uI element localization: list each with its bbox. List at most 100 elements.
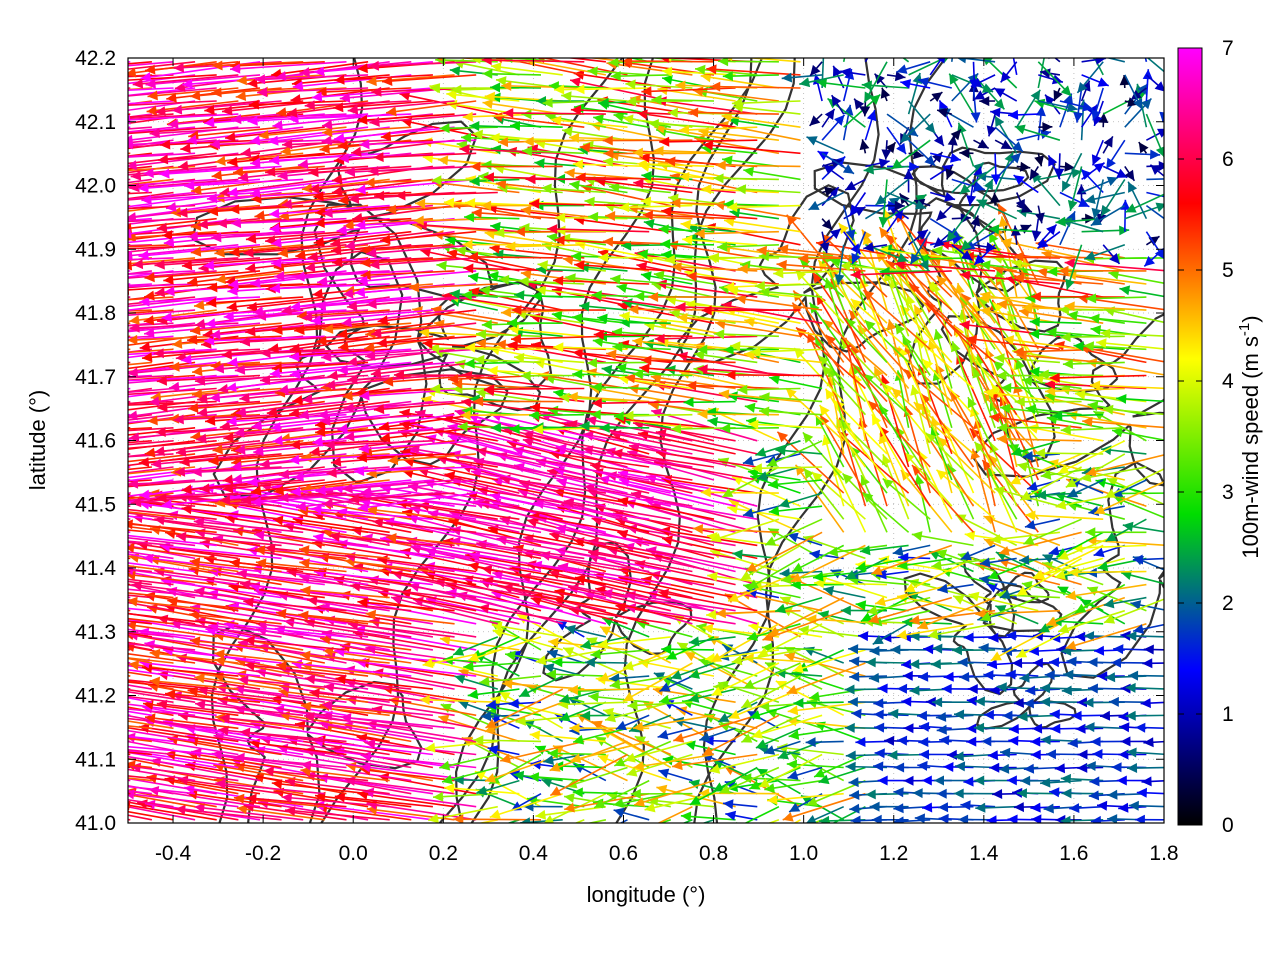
wind-vector-head	[1040, 683, 1051, 694]
wind-vector-shaft	[508, 327, 585, 338]
wind-vector-shaft	[132, 257, 239, 266]
wind-vector-head	[71, 200, 82, 210]
wind-vector-head	[128, 367, 139, 378]
wind-vector-head	[79, 283, 89, 293]
wind-vector-head	[304, 617, 316, 628]
wind-vector-head	[477, 486, 489, 496]
wind-vector-head	[989, 442, 999, 454]
wind-vector-head	[94, 351, 104, 361]
wind-vector-head	[156, 699, 168, 710]
wind-vector-shaft	[725, 308, 801, 324]
wind-vector-head	[740, 570, 752, 581]
wind-vector-shaft	[720, 245, 801, 259]
wind-vector-head	[488, 271, 499, 282]
wind-vector-shaft	[128, 335, 131, 338]
wind-vector-head	[966, 736, 977, 747]
wind-vector-head	[246, 301, 258, 312]
wind-vector-shaft	[128, 557, 131, 560]
wind-vector-shaft	[549, 452, 650, 468]
wind-vector-shaft	[740, 675, 801, 709]
wind-vector-head	[422, 828, 433, 838]
wind-vector-head	[226, 416, 237, 427]
wind-vector-head	[849, 803, 860, 814]
wind-vector-shaft	[996, 437, 1082, 442]
wind-vector-shaft	[199, 541, 304, 560]
wind-vector-shaft	[128, 717, 217, 730]
wind-vector-head	[144, 272, 155, 283]
wind-vector-shaft	[510, 335, 606, 340]
wind-vector-shaft	[1082, 420, 1164, 429]
wind-vector-head	[370, 368, 382, 379]
wind-vector-shaft	[128, 453, 196, 463]
wind-vector-shaft	[454, 361, 520, 377]
wind-vector-head	[254, 545, 266, 556]
wind-vector-head	[886, 319, 897, 331]
wind-vector-shaft	[586, 819, 607, 823]
wind-vector-head	[1066, 656, 1077, 667]
wind-vector-head	[957, 657, 968, 668]
wind-vector-head	[39, 233, 49, 243]
wind-vector-head	[86, 711, 97, 721]
wind-vector-head	[650, 373, 662, 383]
wind-vector-shaft	[174, 466, 282, 473]
wind-vector-head	[728, 499, 741, 509]
wind-vector-shaft	[482, 578, 585, 599]
wind-vector-head	[139, 658, 150, 669]
wind-vector-head	[308, 167, 319, 178]
wind-vector-shaft	[424, 572, 520, 599]
wind-vector-shaft	[197, 400, 304, 415]
wind-vector-shaft	[757, 623, 823, 658]
wind-vector-shaft	[249, 741, 347, 756]
wind-vector-head	[1058, 304, 1069, 315]
wind-vector-head	[1103, 404, 1114, 415]
wind-vector-head	[632, 336, 643, 347]
wind-vector-shaft	[988, 454, 1039, 520]
wind-vector-shaft	[1013, 348, 1104, 353]
wind-vector-head	[599, 422, 610, 433]
wind-vector-head	[8, 416, 18, 426]
wind-vector-head	[1036, 490, 1047, 500]
wind-vector-head	[194, 803, 205, 813]
wind-vector-head	[238, 675, 249, 686]
wind-vector-head	[751, 463, 762, 474]
wind-vector-shaft	[582, 433, 693, 455]
wind-vector-shaft	[925, 432, 975, 481]
wind-vector-shaft	[353, 466, 477, 473]
wind-vector-head	[1003, 335, 1015, 345]
wind-vector-head	[896, 629, 908, 640]
wind-vector-shaft	[739, 544, 801, 581]
wind-vector-head	[78, 800, 89, 810]
wind-vector-shaft	[515, 714, 585, 723]
wind-vector-head	[1126, 747, 1137, 758]
wind-vector-head	[873, 709, 884, 720]
wind-vector-shaft	[128, 515, 153, 520]
wind-vector-head	[186, 789, 198, 800]
wind-vector-shaft	[264, 546, 369, 560]
wind-vector-shaft	[238, 678, 347, 690]
wind-vector-shaft	[191, 387, 282, 396]
wind-vector-head	[173, 414, 184, 425]
wind-vector-head	[1087, 683, 1098, 694]
wind-vector-head	[473, 735, 484, 746]
wind-vector-shaft	[218, 728, 325, 743]
wind-vector-shaft	[998, 270, 1018, 337]
wind-vector-shaft	[128, 735, 174, 743]
wind-vector-head	[1002, 710, 1013, 721]
wind-vector-shaft	[1062, 361, 1125, 365]
wind-vector-head	[892, 546, 904, 557]
wind-vector-head	[217, 695, 229, 706]
wind-vector-head	[606, 349, 617, 360]
wind-vector-head	[476, 329, 487, 340]
wind-vector-head	[80, 655, 91, 665]
wind-vector-head	[128, 410, 138, 421]
wind-vector-shaft	[337, 542, 455, 560]
wind-vector-shaft	[234, 427, 347, 434]
wind-vector-shaft	[128, 440, 152, 444]
wind-vector-head	[990, 651, 1002, 661]
wind-vector-head	[33, 258, 43, 268]
wind-vector-head	[298, 409, 310, 420]
wind-vector-head	[1031, 814, 1042, 823]
wind-vector-head	[813, 571, 824, 582]
wind-vector-head	[980, 306, 991, 317]
wind-vector-shaft	[358, 440, 477, 450]
